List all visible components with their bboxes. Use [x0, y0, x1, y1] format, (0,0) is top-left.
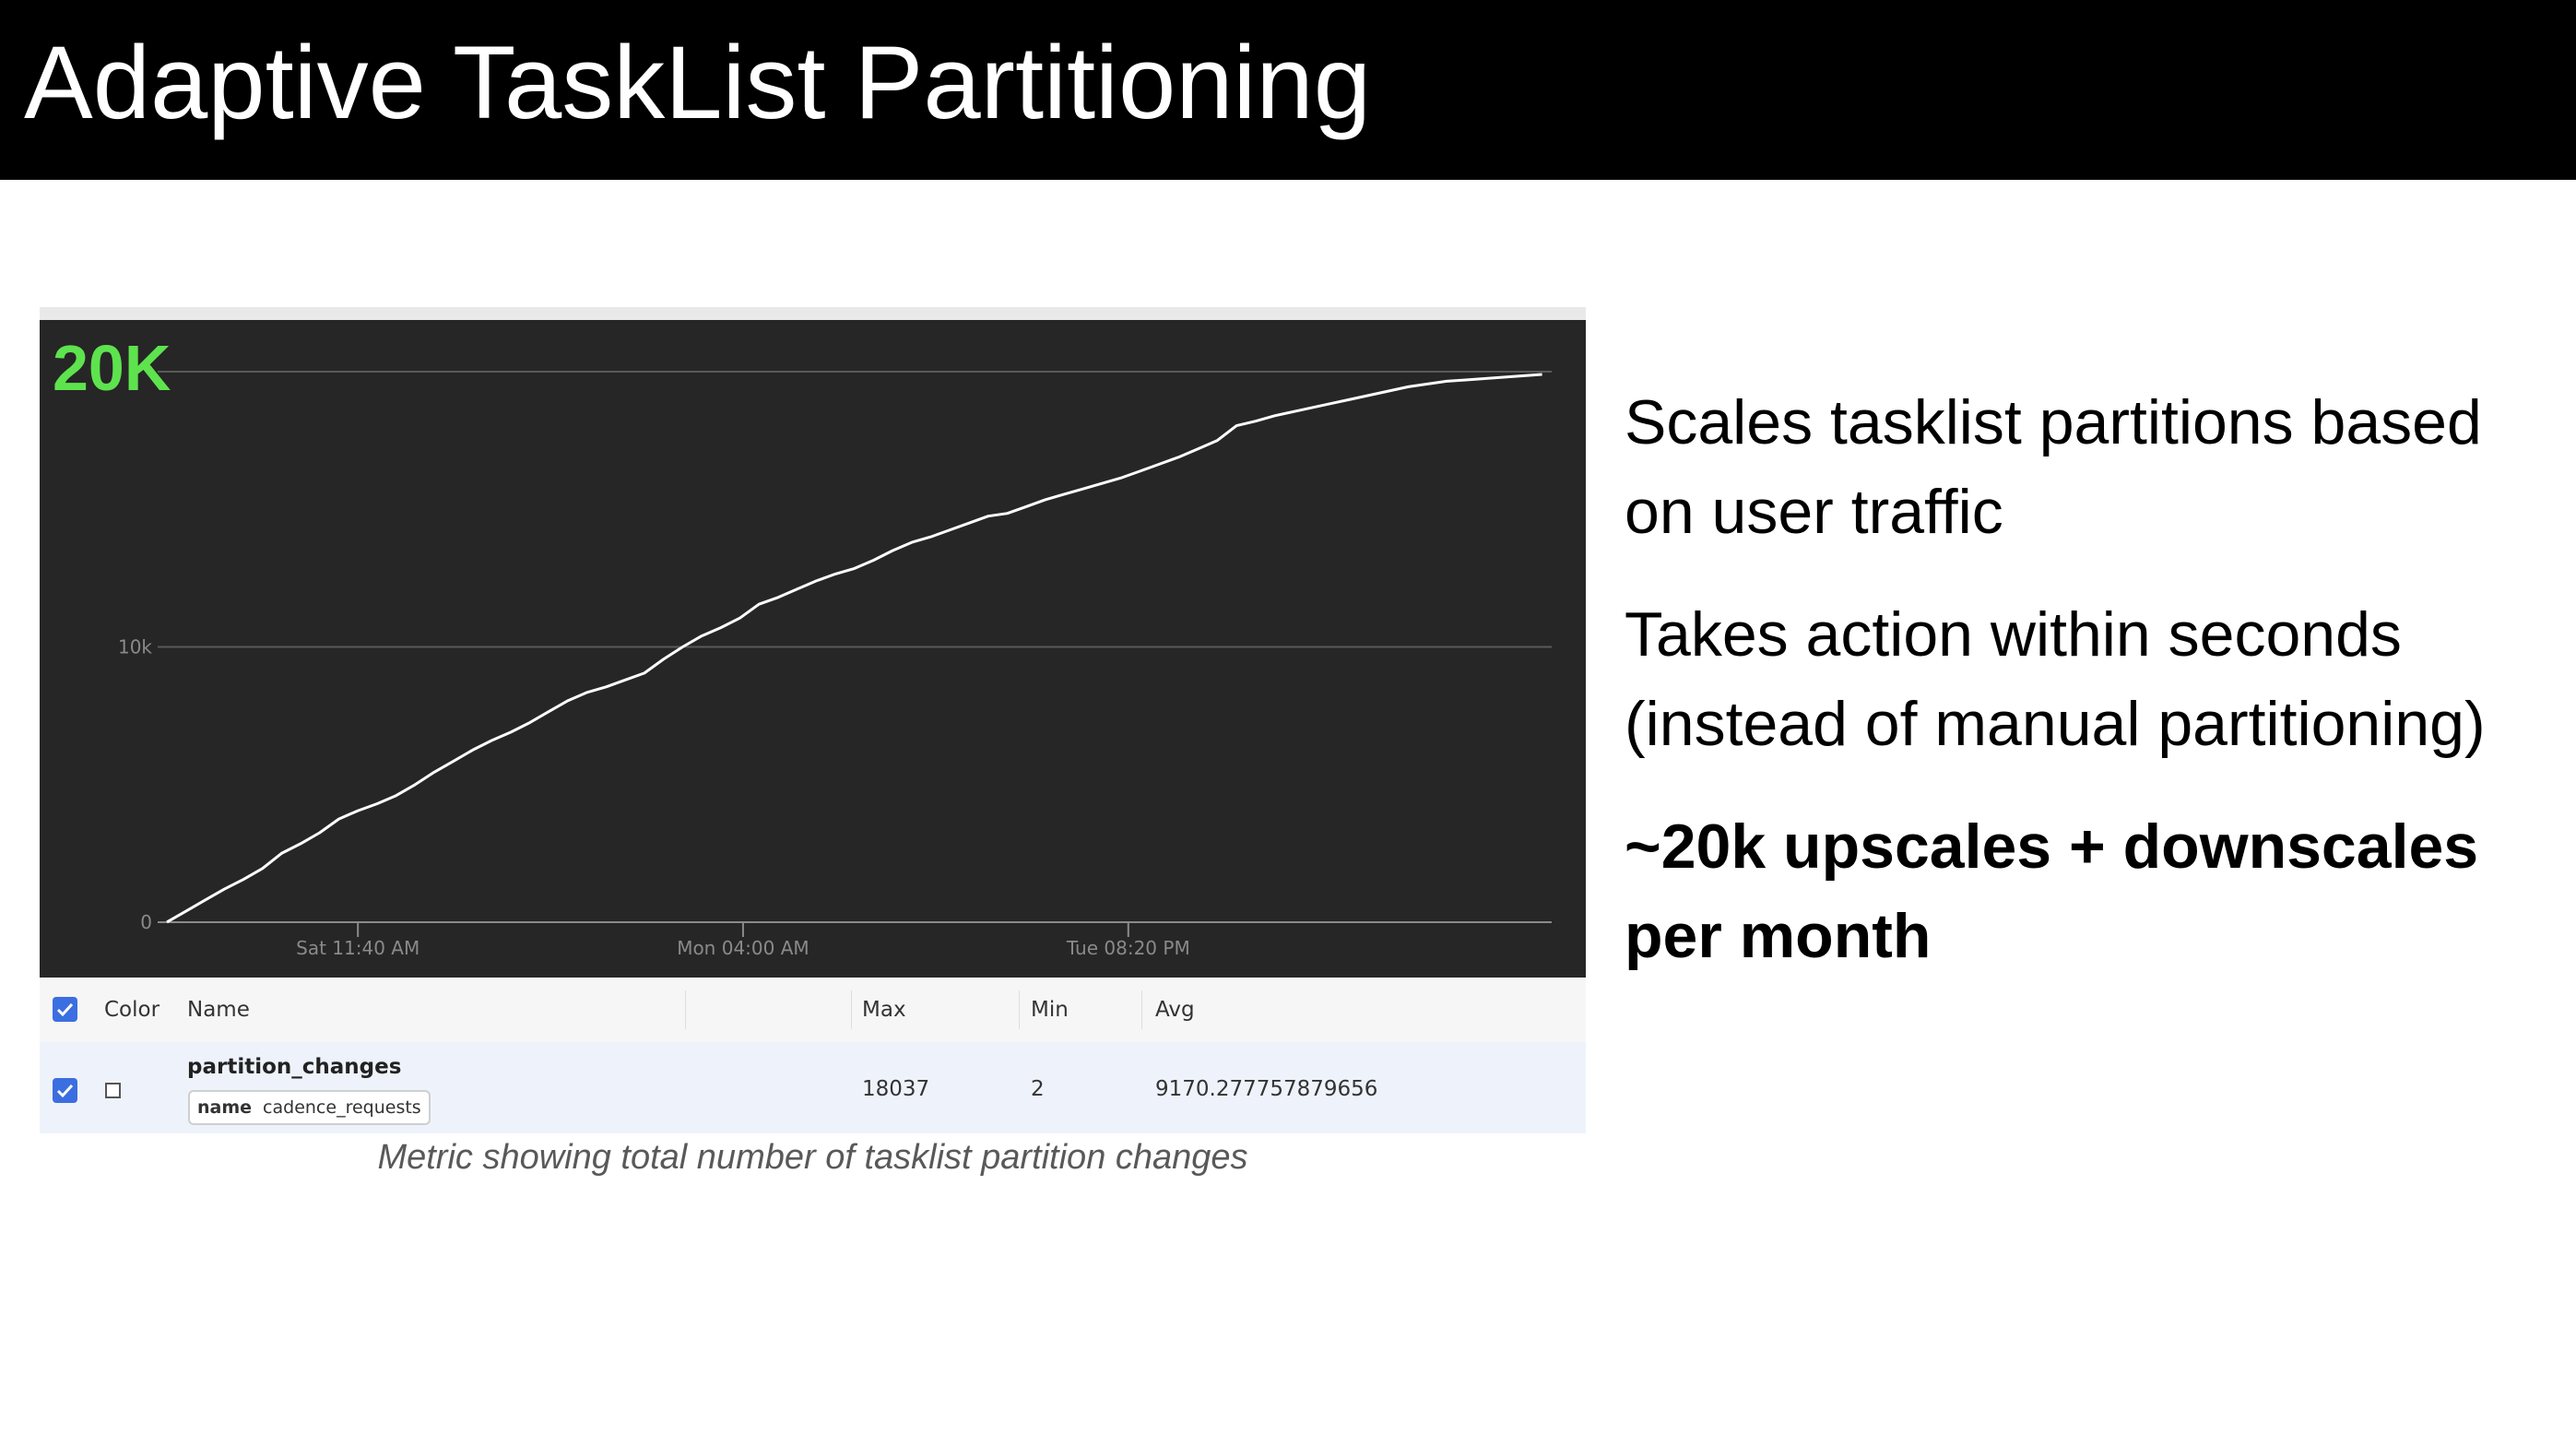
tag-value: cadence_requests: [263, 1097, 421, 1118]
bullet-point-2: Takes action within seconds (instead of …: [1625, 590, 2556, 769]
column-header-max[interactable]: Max: [862, 998, 906, 1022]
series-color-swatch[interactable]: [105, 1083, 121, 1098]
column-divider: [1141, 990, 1142, 1029]
bullet-point-3: ~20k upscales + downscales per month: [1625, 802, 2556, 981]
column-header-name[interactable]: Name: [187, 998, 250, 1022]
bullet-list: Scales tasklist partitions based on user…: [1625, 378, 2556, 1014]
chart-area[interactable]: 0 10k Sat 11:40 AM Mon 04:00 AM Tue 08:20 PM…: [40, 320, 1586, 978]
x-tick-label: Sat 11:40 AM: [296, 937, 419, 959]
series-checkbox[interactable]: [53, 1078, 77, 1103]
series-line-partition-changes: [167, 374, 1542, 922]
series-name: partition_changes: [187, 1055, 401, 1079]
x-tick-label: Tue 08:20 PM: [1066, 937, 1190, 959]
select-all-checkbox[interactable]: [53, 997, 77, 1022]
legend-header-row: Color Name Max Min Avg: [40, 978, 1586, 1042]
chart-caption: Metric showing total number of tasklist …: [40, 1138, 1586, 1178]
legend-table: Color Name Max Min Avg partition_changes…: [40, 978, 1586, 1133]
metric-panel: 0 10k Sat 11:40 AM Mon 04:00 AM Tue 08:20 PM…: [40, 307, 1586, 1133]
checkmark-icon: [53, 1078, 77, 1103]
column-header-color[interactable]: Color: [104, 998, 160, 1022]
title-bar: Adaptive TaskList Partitioning: [0, 0, 2576, 180]
column-divider: [685, 990, 686, 1029]
column-divider: [1019, 990, 1020, 1029]
panel-top-strip: [40, 307, 1586, 320]
y-tick-label: 10k: [118, 636, 152, 658]
bullet-point-1: Scales tasklist partitions based on user…: [1625, 378, 2556, 557]
line-chart[interactable]: 0 10k Sat 11:40 AM Mon 04:00 AM Tue 08:20 PM: [40, 320, 1586, 978]
tag-key: name: [197, 1097, 252, 1118]
column-header-min[interactable]: Min: [1031, 998, 1069, 1022]
series-tag: name cadence_requests: [188, 1090, 431, 1125]
column-divider: [851, 990, 852, 1029]
table-row[interactable]: partition_changes name cadence_requests 1…: [40, 1042, 1586, 1133]
checkmark-icon: [53, 997, 77, 1022]
y-tick-label: 0: [140, 911, 152, 933]
series-min-value: 2: [1031, 1077, 1045, 1101]
series-avg-value: 9170.277757879656: [1155, 1077, 1377, 1101]
series-max-value: 18037: [862, 1077, 929, 1101]
x-tick-label: Mon 04:00 AM: [677, 937, 809, 959]
slide-title: Adaptive TaskList Partitioning: [24, 26, 1371, 139]
value-overlay-label: 20K: [53, 333, 171, 404]
column-header-avg[interactable]: Avg: [1155, 998, 1195, 1022]
